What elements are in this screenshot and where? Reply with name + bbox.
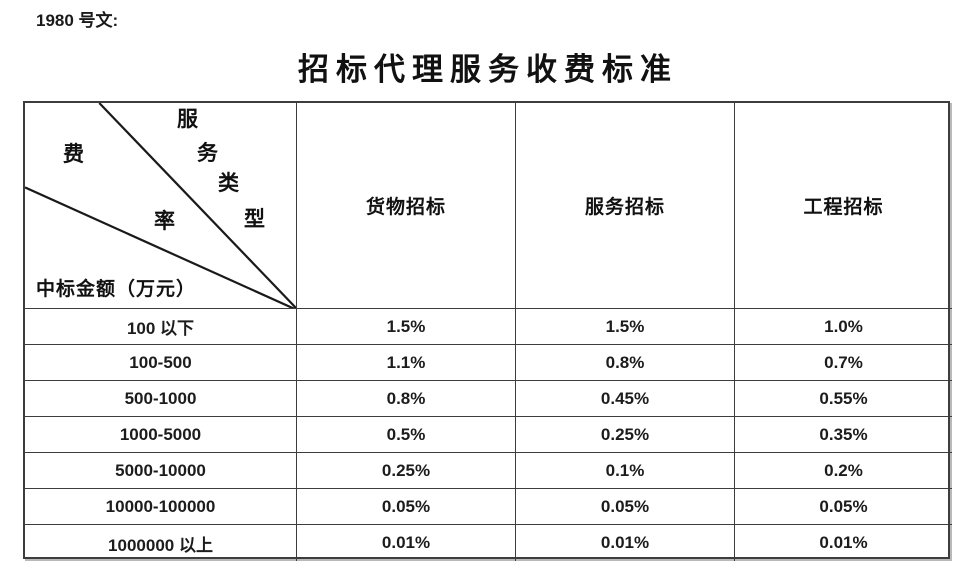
table-corner-cell: 服 务 类 型 费 率 中标金额（万元） bbox=[25, 103, 297, 309]
amount-axis-label: 中标金额（万元） bbox=[36, 279, 197, 300]
services-rate-cell: 1.5% bbox=[516, 309, 735, 345]
goods-rate-cell: 0.25% bbox=[297, 453, 516, 489]
amount-range-cell: 5000-10000 bbox=[25, 453, 297, 489]
service-type-char-3: 类 bbox=[218, 171, 239, 195]
goods-rate-cell: 1.1% bbox=[297, 345, 516, 381]
service-type-char-1: 服 bbox=[177, 107, 198, 131]
amount-range-cell: 500-1000 bbox=[25, 381, 297, 417]
works-rate-cell: 1.0% bbox=[735, 309, 952, 345]
services-rate-cell: 0.8% bbox=[516, 345, 735, 381]
works-rate-cell: 0.35% bbox=[735, 417, 952, 453]
amount-range-cell: 100 以下 bbox=[25, 309, 297, 345]
column-header-services: 服务招标 bbox=[516, 103, 735, 309]
services-rate-cell: 0.25% bbox=[516, 417, 735, 453]
works-rate-cell: 0.01% bbox=[819, 533, 868, 552]
works-rate-cell: 0.7% bbox=[735, 345, 952, 381]
column-header-works: 工程招标 bbox=[735, 103, 952, 309]
document-number-label: 1980 号文: bbox=[36, 11, 119, 30]
goods-rate-cell: 0.05% bbox=[297, 489, 516, 525]
page-title: 招标代理服务收费标准 bbox=[298, 52, 678, 87]
diagonal-divider-lines bbox=[25, 103, 296, 308]
fee-standard-table: 服 务 类 型 费 率 中标金额（万元） 货物招标 服务招标 工程招标 100 … bbox=[23, 101, 952, 561]
service-type-char-4: 型 bbox=[244, 207, 265, 231]
services-rate-cell: 0.05% bbox=[516, 489, 735, 525]
works-rate-cell: 0.2% bbox=[735, 453, 952, 489]
fee-rate-char-2: 率 bbox=[154, 209, 175, 233]
fee-rate-char-1: 费 bbox=[63, 142, 84, 166]
service-type-char-2: 务 bbox=[197, 141, 218, 165]
goods-rate-cell: 0.8% bbox=[297, 381, 516, 417]
goods-rate-cell: 0.5% bbox=[297, 417, 516, 453]
amount-range-cell: 1000000 以上 bbox=[25, 525, 297, 561]
works-rate-cell: 0.05% bbox=[735, 489, 952, 525]
services-rate-cell: 0.1% bbox=[516, 453, 735, 489]
amount-range-cell: 10000-100000 bbox=[25, 489, 297, 525]
services-rate-cell: 0.01% bbox=[516, 525, 735, 561]
works-rate-cell: 0.55% bbox=[735, 381, 952, 417]
goods-rate-cell: 1.5% bbox=[297, 309, 516, 345]
services-rate-cell: 0.45% bbox=[516, 381, 735, 417]
amount-range-cell: 1000-5000 bbox=[25, 417, 297, 453]
column-header-goods: 货物招标 bbox=[297, 103, 516, 309]
amount-range-cell: 100-500 bbox=[25, 345, 297, 381]
goods-rate-cell: 0.01% bbox=[297, 525, 516, 561]
